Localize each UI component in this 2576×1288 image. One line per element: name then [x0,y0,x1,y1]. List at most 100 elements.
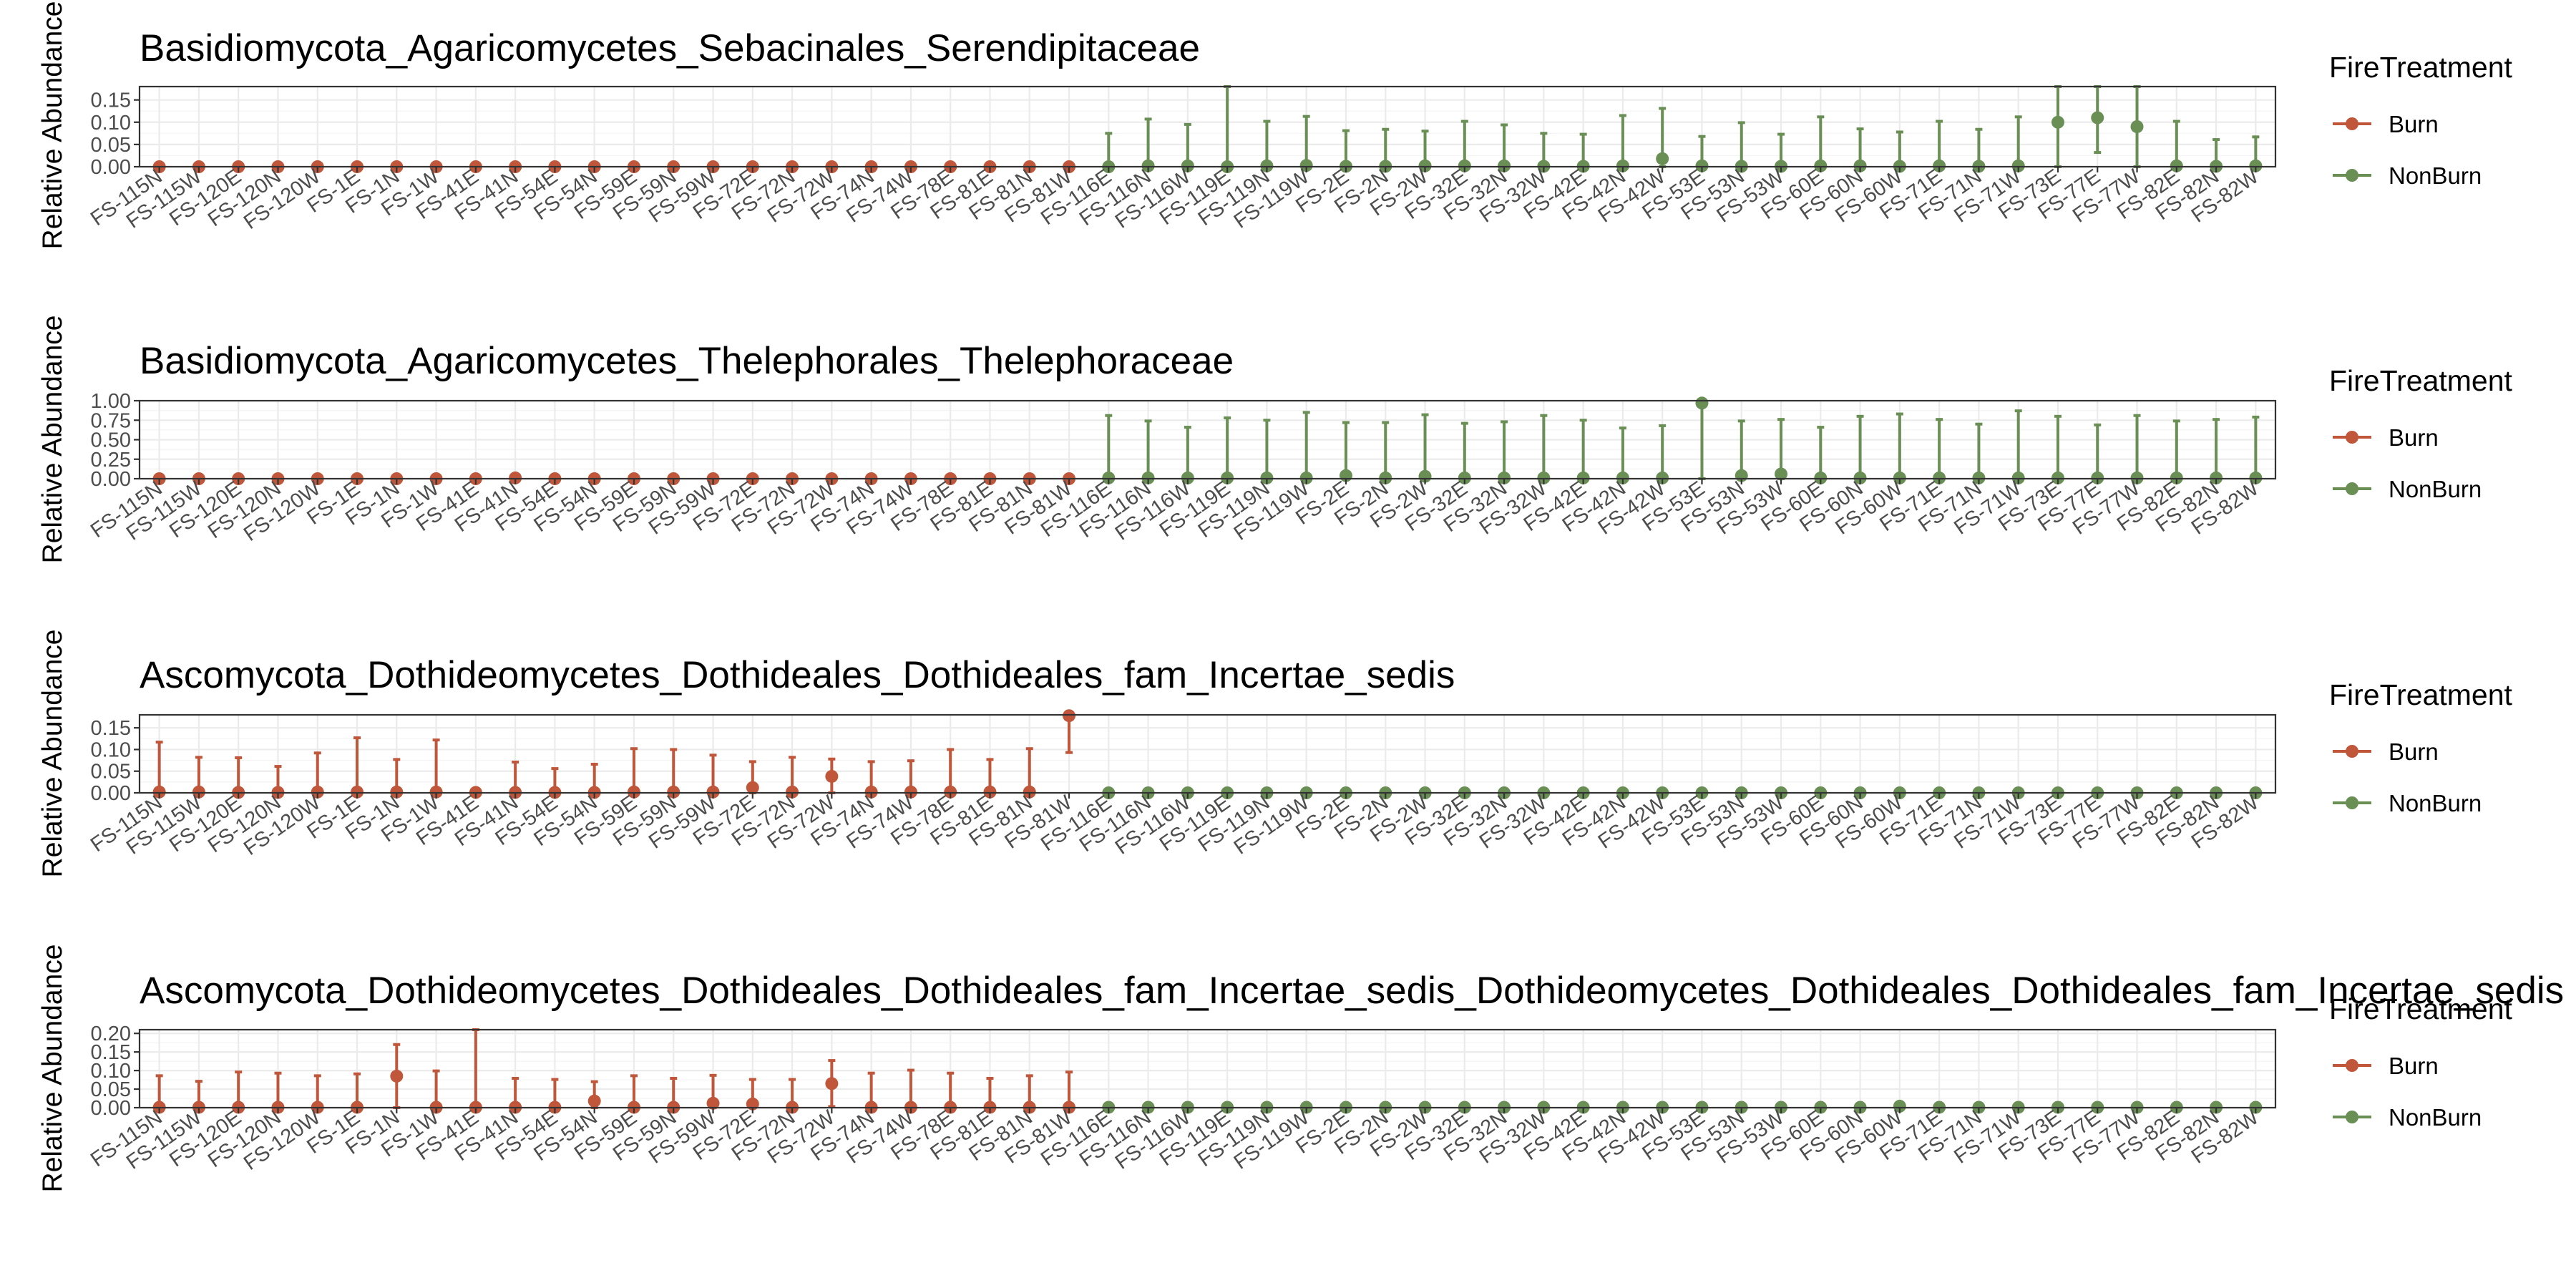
data-point [706,1096,720,1110]
legend: FireTreatment Burn NonBurn [2329,992,2513,1131]
data-point [1418,469,1432,483]
legend-label: Burn [2389,738,2439,765]
y-tick-label: 0.00 [91,782,131,805]
legend-title: FireTreatment [2329,678,2513,711]
data-point [587,1094,601,1108]
data-marks [152,396,2263,485]
data-point [2011,159,2025,172]
data-point [2170,159,2183,172]
y-tick-label: 0.15 [91,1041,131,1064]
data-point [1616,159,1629,172]
data-point [1023,785,1036,799]
y-tick-label: 0.05 [91,1078,131,1101]
data-point [904,785,917,799]
data-point [1498,159,1511,172]
data-point [1181,159,1194,172]
legend-key-point [2346,1111,2358,1123]
data-marks [152,709,2263,799]
y-axis-label: Relative Abundance [37,316,68,564]
legend-title: FireTreatment [2329,51,2513,84]
y-tick-label: 0.75 [91,409,131,432]
y-axis-label: Relative Abundance [37,1,68,250]
x-axis: FS-115NFS-115WFS-120EFS-120NFS-120WFS-1E… [87,1106,2263,1175]
legend: FireTreatment Burn NonBurn [2329,364,2513,502]
y-tick-label: 0.15 [91,89,131,112]
y-tick-label: 0.00 [91,468,131,491]
panel-border [138,85,2277,168]
panel-border [138,713,2277,794]
y-tick-label: 0.05 [91,134,131,157]
legend-label: Burn [2389,424,2439,451]
data-point [2249,159,2263,172]
x-axis: FS-115NFS-115WFS-120EFS-120NFS-120WFS-1E… [87,165,2263,234]
data-point [1814,159,1828,172]
panel-4: Ascomycota_Dothideomycetes_Dothideales_D… [37,945,2564,1193]
gridlines [140,399,2275,480]
legend-key-point [2346,482,2358,495]
legend-key-point [2346,169,2358,182]
panel-title: Ascomycota_Dothideomycetes_Dothideales_D… [140,970,2564,1012]
y-tick-label: 0.10 [91,738,131,761]
data-point [667,785,680,799]
data-point [864,785,878,799]
data-point [192,785,205,799]
y-axis-label: Relative Abundance [37,945,68,1193]
data-point [390,1069,404,1083]
data-point [311,785,324,799]
data-point [1260,159,1274,172]
panel-border [138,399,2277,480]
panel-title: Basidiomycota_Agaricomycetes_Thelephoral… [140,340,1234,382]
data-point [390,785,404,799]
data-point [825,769,839,783]
data-point [1141,159,1155,172]
data-point [1695,396,1709,410]
data-point [1656,152,1669,165]
legend: FireTreatment Burn NonBurn [2329,678,2513,816]
data-point [825,1077,839,1091]
data-point [1063,709,1076,723]
x-axis: FS-115NFS-115WFS-120EFS-120NFS-120WFS-1E… [87,791,2263,860]
data-point [2051,115,2064,129]
y-tick-label: 0.00 [91,156,131,179]
data-point [1695,159,1709,172]
panel-title: Ascomycota_Dothideomycetes_Dothideales_D… [140,654,1455,696]
y-tick-label: 0.10 [91,112,131,135]
data-point [351,785,364,799]
data-point [1853,159,1867,172]
panel-3: Ascomycota_Dothideomycetes_Dothideales_D… [37,630,2513,878]
panel-1: Basidiomycota_Agaricomycetes_Sebacinales… [37,1,2513,250]
data-point [627,785,640,799]
y-axis-label: Relative Abundance [37,630,68,878]
gridlines [140,715,2275,794]
data-point [1458,159,1471,172]
legend-key-point [2346,745,2358,758]
data-point [786,785,799,799]
legend-title: FireTreatment [2329,364,2513,397]
panel-2: Basidiomycota_Agaricomycetes_Thelephoral… [37,316,2513,564]
data-point [983,785,997,799]
legend-label: Burn [2389,111,2439,137]
gridlines [140,1030,2275,1109]
legend-label: NonBurn [2389,790,2482,816]
data-point [1893,1099,1906,1113]
y-tick-label: 0.15 [91,717,131,740]
y-tick-label: 0.00 [91,1097,131,1120]
data-point [1299,159,1313,172]
data-point [1418,159,1432,172]
data-point [2130,120,2144,133]
data-point [1933,159,1946,172]
y-tick-label: 0.25 [91,449,131,472]
legend: FireTreatment Burn NonBurn [2329,51,2513,189]
y-tick-label: 1.00 [91,390,131,413]
y-tick-label: 0.20 [91,1023,131,1045]
data-point [1775,467,1788,481]
legend-label: NonBurn [2389,162,2482,189]
x-axis: FS-115NFS-115WFS-120EFS-120NFS-120WFS-1E… [87,477,2263,546]
y-tick-label: 0.10 [91,1060,131,1083]
legend-label: NonBurn [2389,1104,2482,1131]
data-point [2091,111,2104,125]
data-point [706,785,720,799]
data-point [429,785,443,799]
data-point [152,785,166,799]
